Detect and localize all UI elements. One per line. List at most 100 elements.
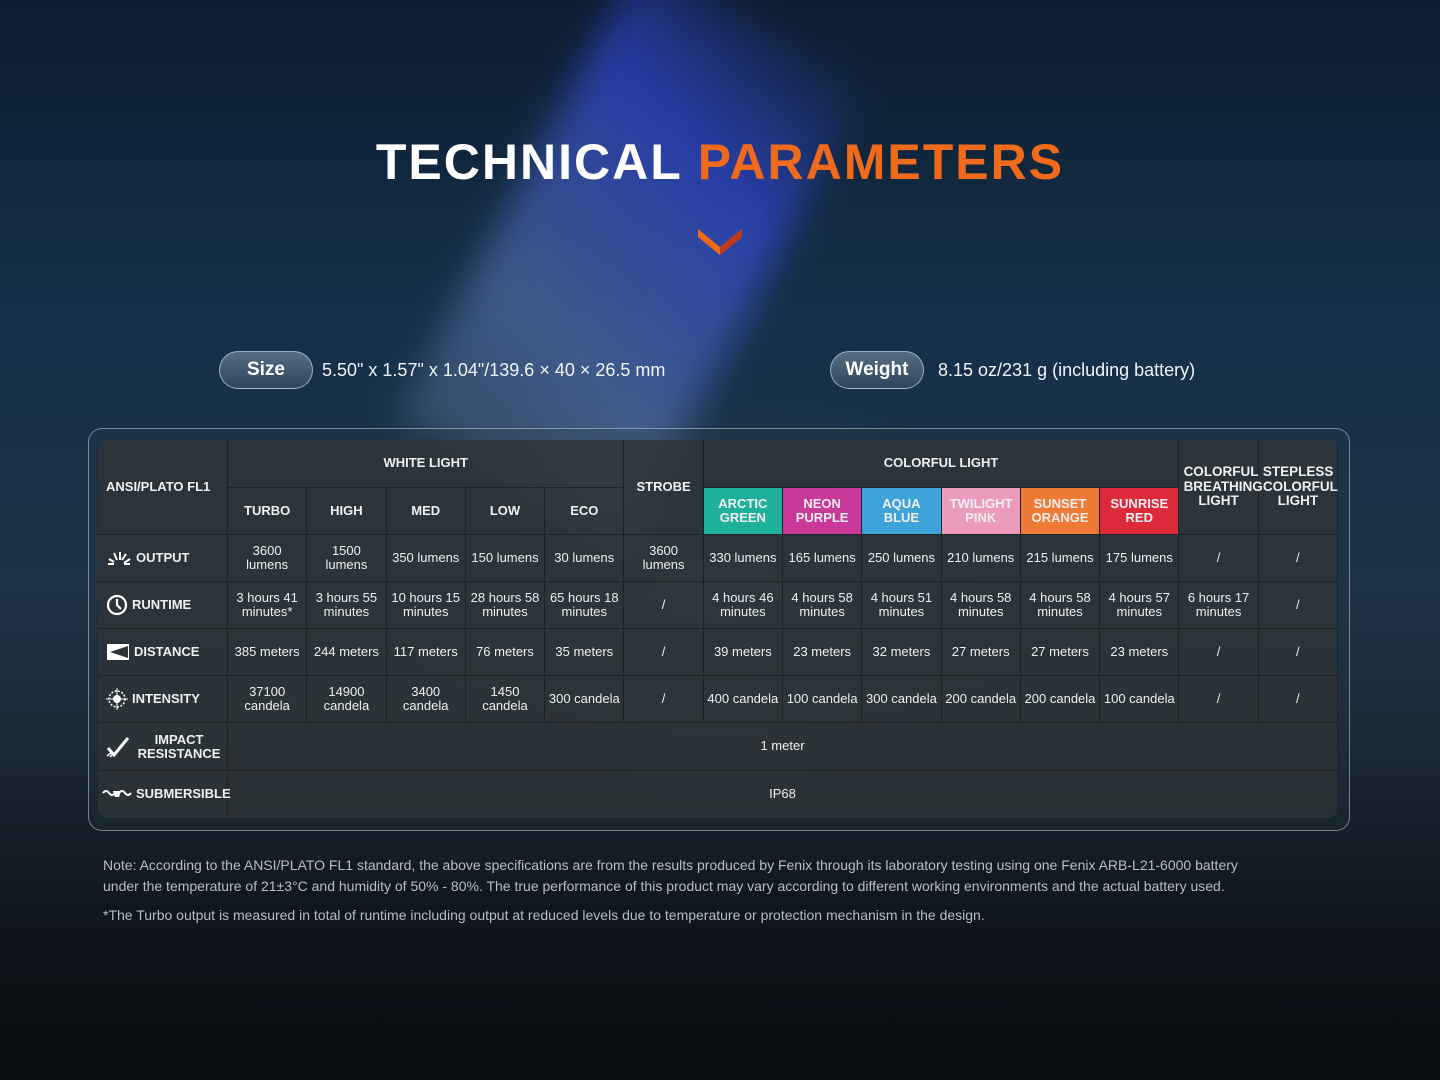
value-cell-text: 4 hours 58 minutes [1029,589,1091,619]
mode-high: HIGH [307,488,387,535]
value-cell-text: 1450 candela [482,683,528,713]
value-cell-text: / [1216,690,1221,706]
mode-neon-purple: NEON PURPLE [782,488,863,535]
impact-value: 1 meter [228,723,1338,771]
mode-turbo: TURBO [228,488,308,535]
value-cell-text: 150 lumens [471,549,539,565]
value-cell: 385 meters [228,629,308,676]
value-cell: 400 candela [703,676,783,723]
water-icon [102,789,132,797]
corner-header-text: ANSI/PLATO FL1 [106,478,211,494]
value-cell: / [624,629,704,676]
value-cell: 350 lumens [386,535,466,582]
value-cell-text: 4 hours 57 minutes [1108,589,1170,619]
weight-badge: Weight [830,351,924,389]
row-label-distance-text: DISTANCE [134,643,200,659]
value-cell: / [624,582,704,629]
value-cell-text: / [1216,549,1221,565]
mode-sunset-orange: SUNSET ORANGE [1020,488,1101,535]
value-cell-text: 76 meters [476,643,534,659]
value-cell-text: 27 meters [1031,643,1089,659]
value-cell-text: 3 hours 41 minutes* [236,589,298,619]
value-cell: 1500 lumens [307,535,387,582]
value-cell-text: / [661,643,666,659]
mode-aqua-blue-text: AQUA BLUE [882,495,921,525]
row-label-submersible-text: SUBMERSIBLE [136,786,231,802]
corner-header: ANSI/PLATO FL1 [98,440,228,535]
value-cell-text: 14900 candela [323,683,370,713]
value-cell-text: 23 meters [1110,643,1169,659]
distance-icon [107,644,129,660]
value-cell-text: 210 lumens [947,549,1015,565]
mode-arctic-green-text: ARCTIC GREEN [718,495,768,525]
value-cell-text: 37100 candela [244,683,290,713]
mode-med: MED [386,488,466,535]
value-cell: / [1258,676,1338,723]
value-cell: 27 meters [941,629,1021,676]
value-cell-text: / [1296,596,1300,612]
value-cell: 117 meters [386,629,466,676]
value-cell-text: 117 meters [393,643,458,659]
mode-sunrise-red: SUNRISE RED [1100,488,1180,535]
value-cell: 175 lumens [1100,535,1180,582]
value-cell-text: 200 candela [945,690,1017,706]
mode-eco: ECO [545,488,625,535]
chevron-down-icon [698,229,742,255]
value-cell: 39 meters [703,629,783,676]
value-cell-text: 300 candela [866,690,937,706]
row-label-distance: DISTANCE [98,629,228,676]
page-title: TECHNICAL PARAMETERS [0,133,1440,191]
value-cell-text: / [1296,549,1300,565]
value-cell: 32 meters [862,629,942,676]
value-cell-text: 28 hours 58 minutes [470,589,540,619]
value-cell: 4 hours 51 minutes [862,582,942,629]
value-cell: 100 candela [782,676,863,723]
row-label-output-text: OUTPUT [136,549,190,565]
value-cell: 6 hours 17 minutes [1179,582,1259,629]
value-cell-text: 300 candela [548,690,620,706]
white-light-header-text: WHITE LIGHT [383,455,468,471]
value-cell-text: 30 lumens [554,549,615,565]
white-light-header: WHITE LIGHT [228,440,625,488]
value-cell-text: 330 lumens [709,549,777,565]
stepless-header-text: STEPLESS COLORFUL LIGHT [1262,464,1338,509]
value-cell-text: 200 candela [1024,690,1096,706]
value-cell: 4 hours 58 minutes [782,582,863,629]
intensity-icon [106,688,128,710]
value-cell-text: 32 meters [872,643,931,659]
submersible-value: IP68 [228,771,1338,818]
mode-aqua-blue: AQUA BLUE [862,488,942,535]
value-cell-text: 65 hours 18 minutes [549,589,619,619]
mode-eco-text: ECO [570,502,599,518]
value-cell-text: 23 meters [793,643,852,659]
note-line-1: Note: According to the ANSI/PLATO FL1 st… [103,857,1238,873]
value-cell: 3 hours 41 minutes* [228,582,308,629]
value-cell: 4 hours 58 minutes [941,582,1021,629]
value-cell-text: 385 meters [234,643,300,659]
value-cell-text: 27 meters [951,643,1010,659]
value-cell: 165 lumens [782,535,863,582]
strobe-header: STROBE [624,440,704,535]
value-cell: 215 lumens [1020,535,1101,582]
value-cell-text: 350 lumens [392,549,460,565]
mode-twilight-pink: TWILIGHT PINK [941,488,1021,535]
row-label-intensity-text: INTENSITY [132,690,200,706]
value-cell-text: 35 meters [555,643,614,659]
note-line-2: under the temperature of 21±3°C and humi… [103,878,1225,894]
value-cell: 37100 candela [228,676,308,723]
mode-high-text: HIGH [330,502,363,518]
mode-sunrise-red-text: SUNRISE RED [1110,495,1169,525]
value-cell-text: 244 meters [313,643,379,659]
value-cell-text: / [661,596,666,612]
value-cell: 330 lumens [703,535,783,582]
value-cell: / [624,676,704,723]
value-cell: 65 hours 18 minutes [545,582,625,629]
row-label-output: OUTPUT [98,535,228,582]
value-cell-text: / [1296,643,1300,659]
value-cell-text: 3600 lumens [246,542,289,572]
value-cell: / [1258,535,1338,582]
value-cell: 4 hours 57 minutes [1100,582,1180,629]
value-cell: 200 candela [1020,676,1101,723]
value-cell-text: 4 hours 58 minutes [791,589,853,619]
mode-turbo-text: TURBO [244,502,291,518]
